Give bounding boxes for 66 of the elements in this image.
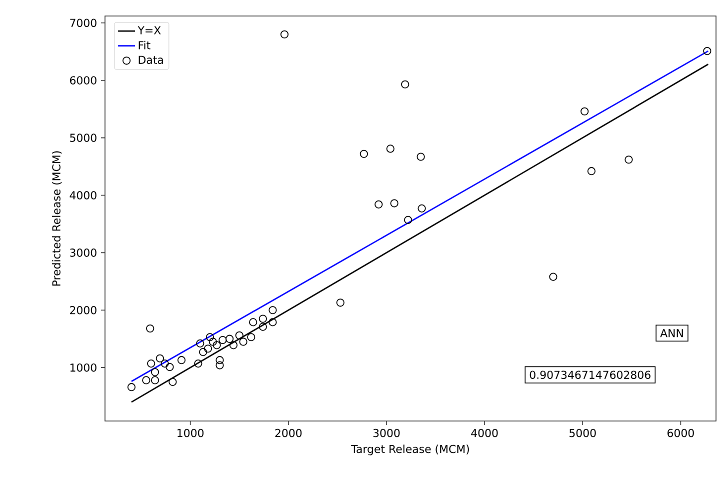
point — [160, 360, 169, 368]
point — [703, 46, 712, 56]
annotation: ANN — [660, 329, 683, 338]
point — [166, 362, 174, 372]
point — [390, 199, 398, 208]
point — [156, 354, 164, 362]
x-tick-label: 5000 — [570, 428, 596, 438]
x-tick-label: 6000 — [668, 428, 694, 438]
x-tick-label: 3000 — [373, 428, 400, 438]
point — [218, 336, 227, 344]
point — [204, 344, 212, 353]
point — [146, 324, 154, 333]
point — [208, 338, 217, 346]
y-axis-title: Predicted Release (MCM) — [52, 151, 62, 286]
point — [624, 156, 633, 164]
point — [404, 216, 412, 224]
point — [212, 341, 221, 350]
point — [336, 298, 344, 307]
point — [229, 341, 238, 350]
point — [268, 306, 277, 314]
y-tick-label: 1000 — [70, 363, 96, 372]
point — [580, 107, 589, 116]
point — [268, 318, 277, 326]
legend-label: Y=X — [138, 26, 161, 34]
point — [374, 200, 383, 208]
point — [258, 314, 267, 323]
point — [418, 204, 426, 212]
point — [249, 318, 258, 326]
x-axis-title: Target Release (MCM) — [351, 444, 469, 456]
point — [127, 383, 136, 392]
point — [239, 338, 248, 346]
y-tick-label: 6000 — [70, 76, 96, 84]
point — [168, 378, 177, 386]
point — [226, 334, 234, 343]
point — [416, 152, 425, 161]
y-tick-label: 7000 — [70, 18, 96, 28]
point — [150, 376, 160, 384]
x-tick-label: 1000 — [178, 428, 204, 438]
legend-label: Data — [138, 56, 163, 64]
point — [235, 331, 244, 340]
point — [549, 272, 558, 281]
point — [206, 333, 214, 342]
point — [216, 356, 224, 364]
point — [196, 339, 204, 348]
point — [142, 376, 150, 384]
y-tick-label: 4000 — [70, 191, 96, 200]
point — [587, 167, 596, 176]
point — [150, 368, 160, 376]
point — [280, 30, 289, 38]
x-tick-label: 2000 — [275, 428, 302, 438]
point — [258, 322, 267, 331]
point — [199, 348, 208, 356]
point — [247, 333, 256, 342]
legend-label: Fit — [138, 40, 150, 50]
point — [386, 144, 394, 153]
y-tick-label: 5000 — [70, 134, 96, 142]
y-tick-label: 2000 — [70, 306, 96, 314]
point — [216, 361, 224, 370]
point — [177, 356, 186, 364]
point — [194, 360, 202, 368]
point — [147, 360, 156, 368]
point — [401, 80, 410, 88]
y-tick-label: 3000 — [70, 248, 96, 257]
x-tick-label: 4000 — [471, 428, 498, 438]
annotation: 0.9073467147602806 — [530, 370, 650, 379]
point — [360, 150, 368, 158]
